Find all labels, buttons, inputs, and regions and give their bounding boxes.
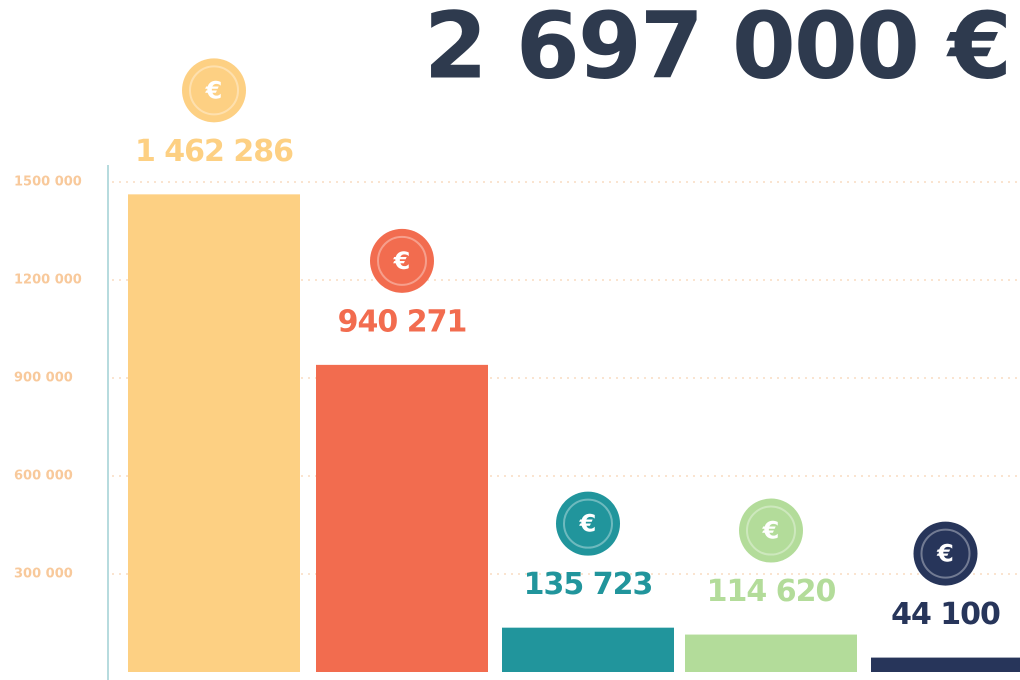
coin (182, 58, 246, 123)
coin (370, 228, 434, 293)
value-label: 135 723 (524, 567, 653, 602)
value-label: 1 462 286 (135, 134, 293, 169)
chart-title: 2 697 000 € (424, 0, 1010, 99)
coin (556, 491, 620, 556)
value-label: 44 100 (891, 597, 1000, 632)
bar (128, 194, 300, 672)
y-tick-label: 1200 000 (14, 273, 82, 288)
coin-ring (189, 65, 239, 116)
coin-symbol: € (936, 540, 954, 568)
coin (913, 521, 978, 586)
value-label: 940 271 (338, 304, 467, 339)
y-tick-label: 900 000 (14, 371, 73, 386)
coin-symbol: € (579, 510, 597, 538)
coin-ring (563, 498, 613, 549)
value-label: 114 620 (707, 574, 836, 609)
y-tick-label: 1500 000 (14, 175, 82, 190)
bar (316, 364, 488, 672)
coin-ring (746, 505, 796, 556)
bar (871, 657, 1020, 672)
bar (502, 627, 674, 672)
y-tick-label: 300 000 (14, 567, 73, 582)
coin (739, 498, 803, 563)
coin-symbol: € (393, 247, 411, 275)
coin-ring (377, 235, 427, 286)
y-tick-label: 600 000 (14, 469, 73, 484)
coin-symbol: € (762, 517, 780, 545)
bar (685, 634, 857, 672)
coin-ring (920, 528, 971, 579)
coin-symbol: € (205, 76, 223, 104)
